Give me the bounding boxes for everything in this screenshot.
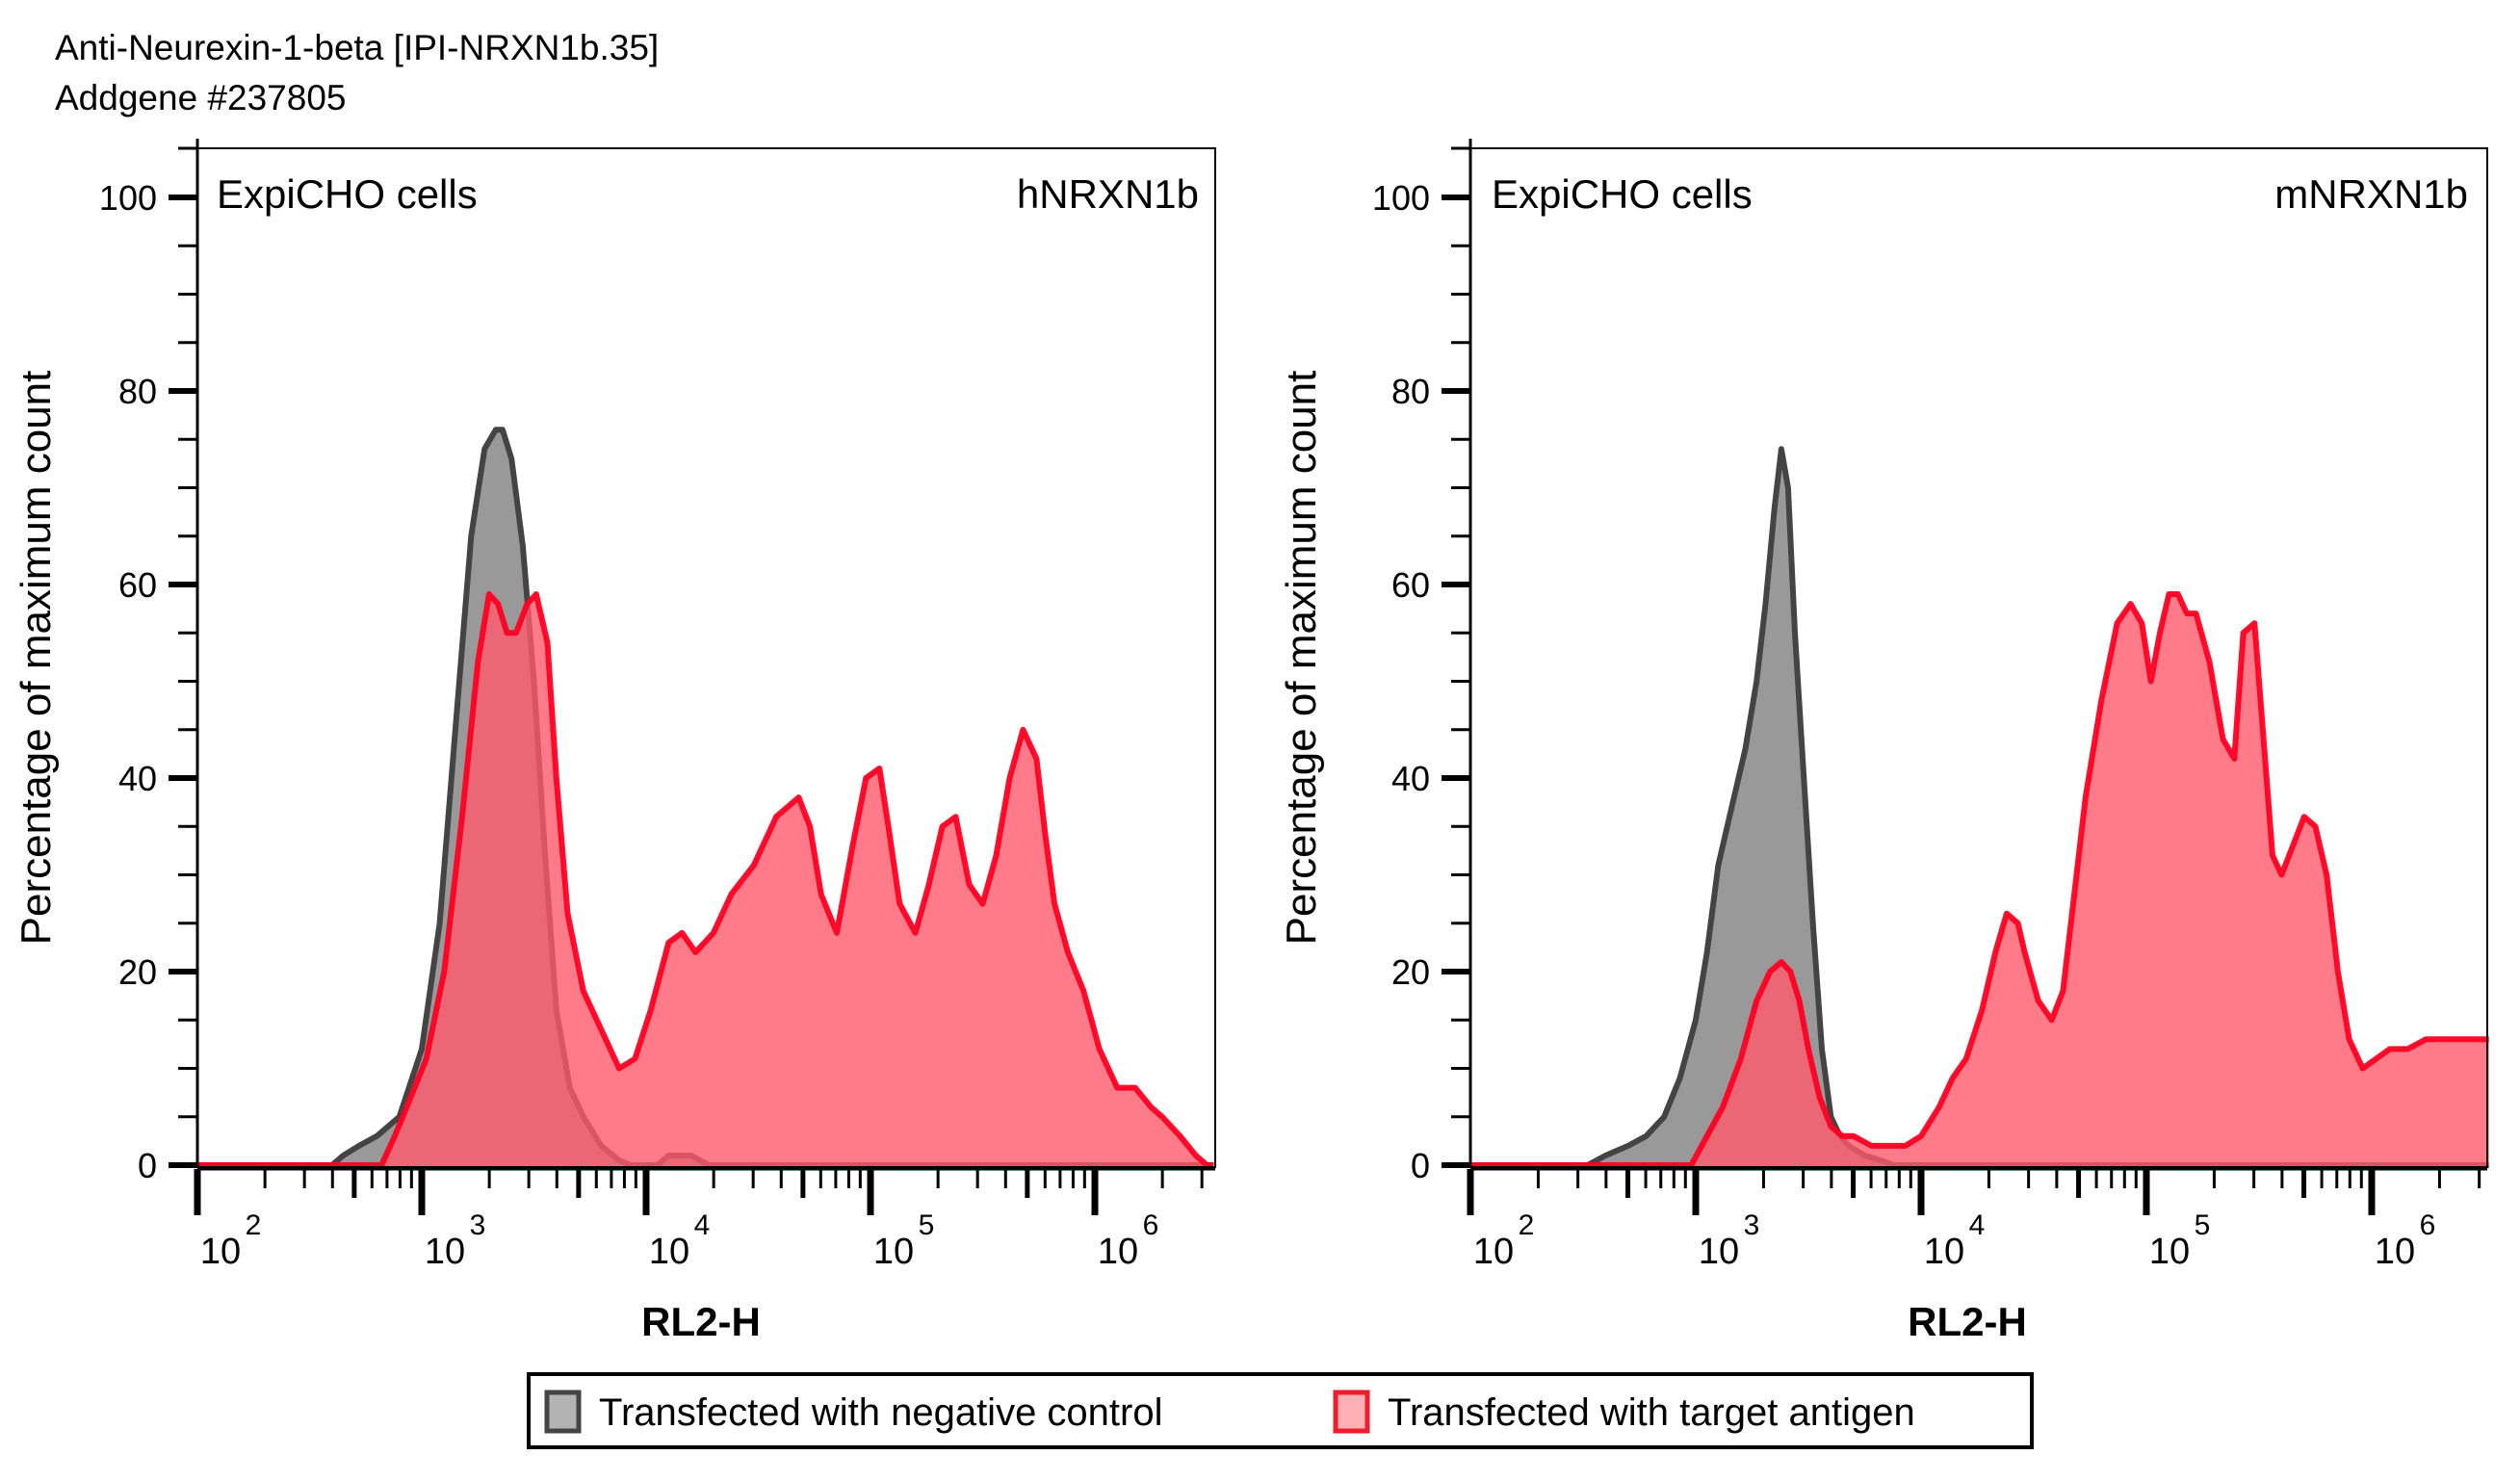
x-axis-label: RL2-H [641,1299,761,1344]
x-tick-exponent: 6 [1143,1209,1159,1241]
x-tick-base: 10 [425,1232,465,1272]
x-tick-exponent: 4 [1969,1209,1986,1241]
histogram-line-target-antigen [1470,591,2489,1168]
series-layer [197,427,1214,1168]
x-tick-label: 106 [2375,1209,2435,1272]
y-tick-label: 80 [1391,372,1430,411]
x-tick-exponent: 4 [694,1209,711,1241]
x-tick-label: 103 [1699,1209,1759,1272]
x-tick-label: 105 [2149,1209,2210,1272]
y-tick-label: 20 [118,952,157,992]
figure-title-line1: Anti-Neurexin-1-beta [IPI-NRXN1b.35] [55,28,659,67]
x-tick-label: 103 [425,1209,485,1272]
x-tick-label: 102 [200,1209,261,1272]
y-axis-label: Percentage of maximum count [1278,371,1325,946]
target-label: mNRXN1b [2274,171,2468,217]
y-tick-label: 40 [1391,759,1430,798]
x-tick-label: 102 [1473,1209,1534,1272]
x-tick-base: 10 [2149,1232,2190,1272]
y-axis-label: Percentage of maximum count [13,371,60,946]
legend-swatch-target-antigen [1333,1390,1370,1434]
y-tick-label: 100 [1372,178,1430,218]
y-axis: 0 20 40 60 80 100 [99,139,199,1185]
y-tick-label: 60 [118,565,157,605]
x-tick-base: 10 [649,1232,689,1272]
figure-title-line2: Addgene #237805 [55,78,346,117]
histogram-fill-negative-control [1470,449,2489,1167]
legend-frame [527,1372,2034,1449]
y-tick-label: 0 [1411,1146,1430,1185]
histogram-fill-target-antigen [197,594,1214,1167]
legend-label-negative-control: Transfected with negative control [599,1391,1163,1434]
y-tick-label: 0 [138,1146,157,1185]
histogram-panel-mnrxn1b: Percentage of maximum count 020406080100… [1278,139,2489,1344]
y-axis: 0 20 40 60 80 100 [1372,139,1472,1185]
x-axis-label: RL2-H [1908,1299,2027,1344]
x-tick-base: 10 [1699,1232,1739,1272]
x-tick-exponent: 2 [1519,1209,1535,1241]
histogram-line-target-antigen [197,591,1214,1168]
x-tick-exponent: 3 [1744,1209,1760,1241]
x-tick-base: 10 [873,1232,914,1272]
y-tick-label: 100 [99,178,157,218]
x-tick-base: 10 [1098,1232,1138,1272]
x-tick-base: 10 [200,1232,241,1272]
target-label: hNRXN1b [1017,171,1199,217]
x-tick-label: 104 [1924,1209,1985,1272]
x-tick-exponent: 5 [2195,1209,2211,1241]
x-tick-label: 105 [873,1209,934,1272]
x-tick-base: 10 [2375,1232,2415,1272]
x-tick-base: 10 [1473,1232,1514,1272]
legend-swatch-negative-control [544,1390,582,1434]
x-tick-exponent: 3 [470,1209,486,1241]
x-tick-label: 106 [1098,1209,1158,1272]
x-tick-exponent: 5 [919,1209,935,1241]
y-tick-label: 60 [1391,565,1430,605]
x-tick-exponent: 6 [2420,1209,2436,1241]
x-tick-exponent: 2 [246,1209,262,1241]
series-layer [1470,446,2489,1168]
x-tick-label: 104 [649,1209,710,1272]
y-tick-label: 20 [1391,952,1430,992]
legend-item-target-antigen: Transfected with target antigen [1333,1390,1915,1434]
y-tick-label: 80 [118,372,157,411]
cell-type-label: ExpiCHO cells [1492,171,1753,217]
cell-type-label: ExpiCHO cells [217,171,478,217]
histogram-panel-hnrxn1b: Percentage of maximum count 020406080100… [13,139,1216,1344]
legend-item-negative-control: Transfected with negative control [544,1390,1163,1434]
x-tick-base: 10 [1924,1232,1964,1272]
legend-label-target-antigen: Transfected with target antigen [1388,1391,1915,1434]
y-tick-label: 40 [118,759,157,798]
histogram-fill-target-antigen [1470,594,2489,1167]
legend: Transfected with negative control Transf… [527,1372,2034,1449]
